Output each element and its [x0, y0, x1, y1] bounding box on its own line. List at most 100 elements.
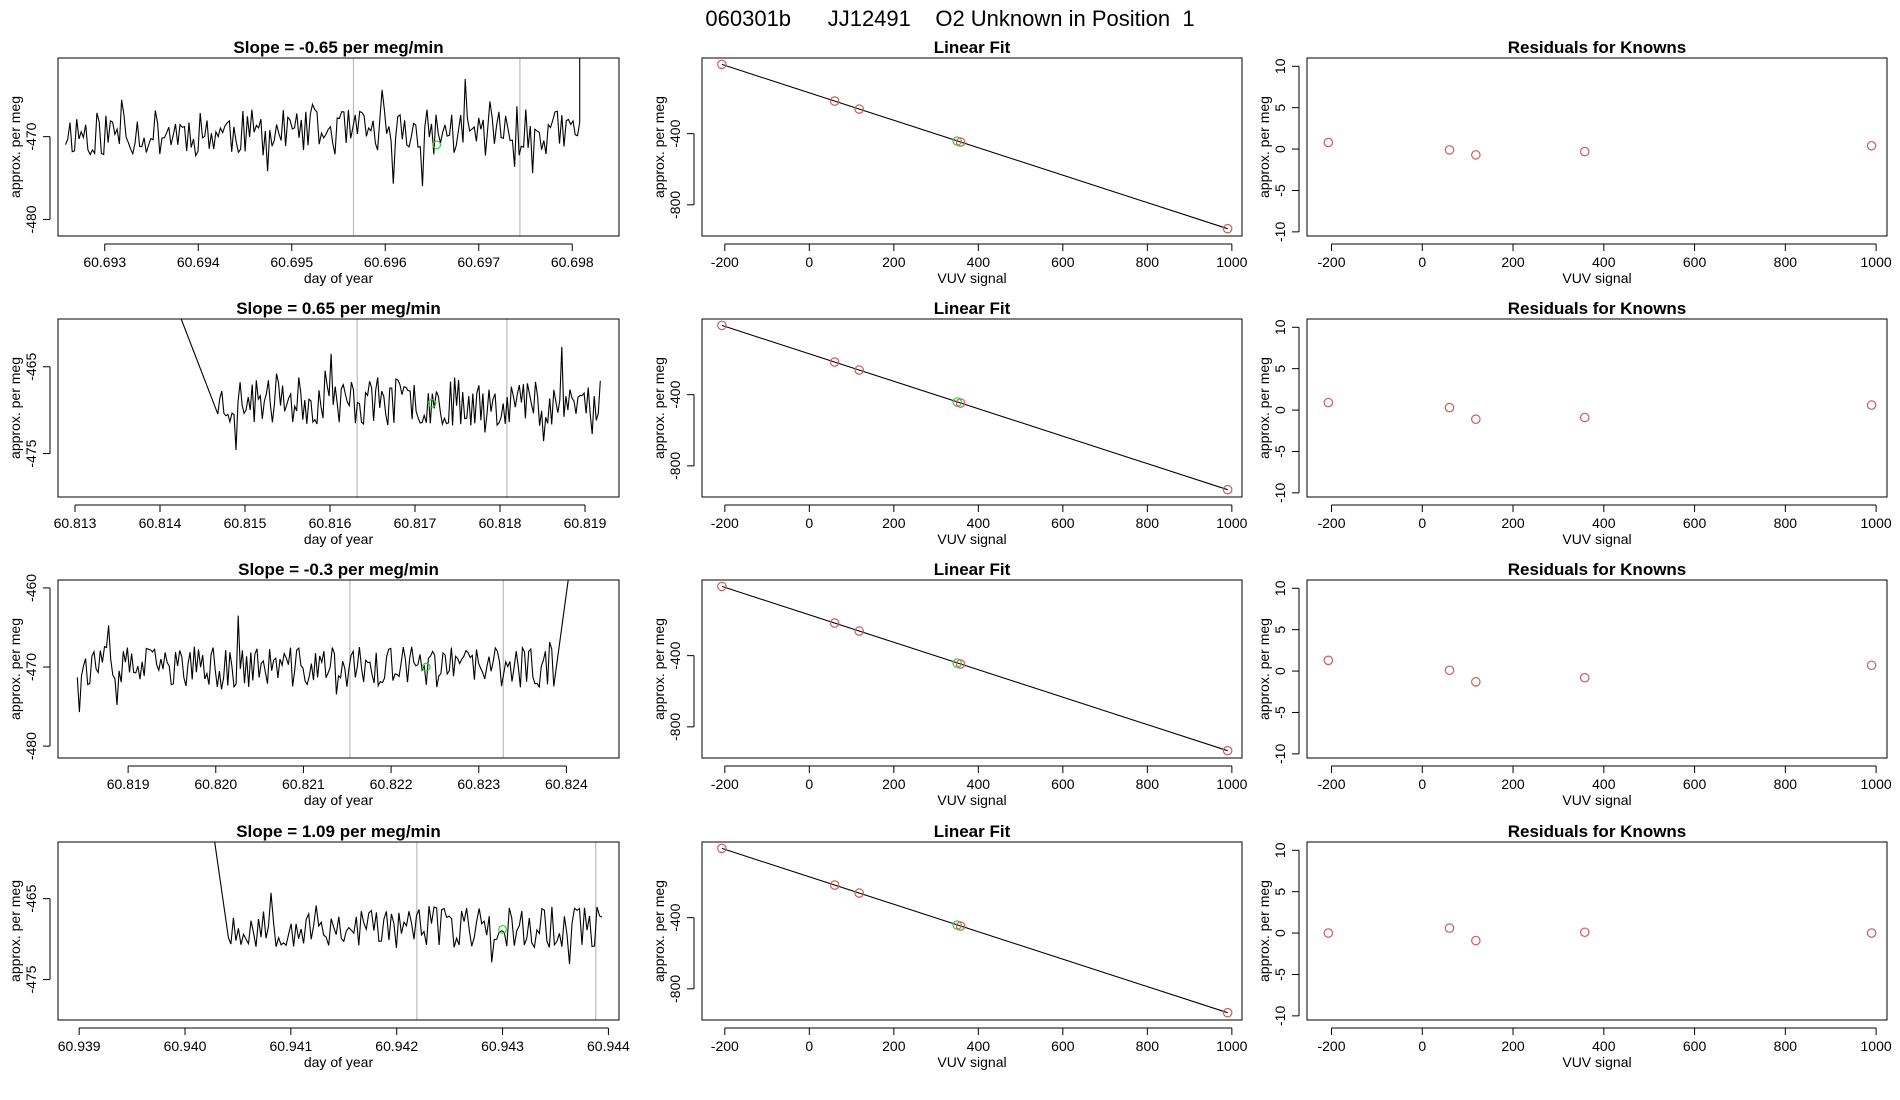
- known-point: [829, 357, 840, 367]
- y-tick-label: 5: [1272, 888, 1288, 896]
- known-point: [1579, 146, 1590, 157]
- known-point: [1866, 660, 1877, 671]
- x-tick-label: -200: [711, 254, 739, 270]
- y-tick-label: -470: [23, 122, 39, 150]
- panel-4-3: Residuals for Knowns-200 0 200 400 600 800 100…: [1256, 822, 1892, 1070]
- fit-line: [721, 585, 1228, 752]
- y-tick-label: 0: [1272, 145, 1288, 153]
- x-tick-label: 60.818: [479, 515, 522, 531]
- data-layer: [1323, 137, 1877, 160]
- known-point: [955, 137, 966, 147]
- y-axis-label: approx. per meg: [7, 618, 23, 720]
- x-tick-label: 60.942: [375, 1038, 418, 1054]
- known-point: [717, 581, 727, 592]
- x-tick-label: 0: [1418, 515, 1426, 531]
- known-point: [1222, 1007, 1233, 1018]
- known-point: [1222, 745, 1233, 756]
- x-tick-label: 60.695: [270, 254, 313, 270]
- y-tick-label: 10: [1272, 842, 1288, 858]
- known-point: [1444, 923, 1455, 933]
- x-tick-label: 400: [967, 515, 991, 531]
- x-tick-label: 60.943: [481, 1038, 524, 1054]
- x-axis-label: VUV signal: [937, 792, 1006, 808]
- known-point: [1471, 414, 1481, 424]
- data-layer: [180, 319, 601, 451]
- known-point: [717, 59, 727, 70]
- known-point: [1323, 928, 1334, 938]
- panel-1-3: Residuals for Knowns-200 0 200 400 600 800 100…: [1256, 38, 1892, 286]
- series-trace: [76, 580, 569, 713]
- panel-title: Residuals for Knowns: [1508, 822, 1687, 841]
- y-axis-label: approx. per meg: [7, 357, 23, 459]
- known-point: [1323, 655, 1334, 666]
- x-tick-label: 600: [1051, 776, 1075, 792]
- known-point: [1471, 677, 1481, 687]
- known-point: [854, 626, 864, 636]
- x-axis-label: VUV signal: [1562, 531, 1631, 547]
- x-tick-label: 60.939: [58, 1038, 101, 1054]
- x-tick-label: 60.698: [551, 254, 594, 270]
- y-tick-label: -800: [667, 975, 683, 1003]
- y-tick-label: -475: [23, 965, 39, 993]
- panel-1-2: Linear Fit -200 0 200 400 600 800 1000 VUV signa…: [651, 38, 1248, 286]
- y-tick-label: 10: [1272, 580, 1288, 596]
- x-tick-label: 800: [1136, 776, 1160, 792]
- known-point: [1866, 400, 1877, 410]
- x-tick-label: 800: [1136, 254, 1160, 270]
- y-tick-label: 0: [1272, 667, 1288, 675]
- known-point: [1866, 928, 1877, 938]
- known-point: [1471, 150, 1481, 160]
- panel-3-3: Residuals for Knowns-200 0 200 400 600 800 100…: [1256, 560, 1892, 808]
- y-axis-label: approx. per meg: [651, 357, 667, 459]
- known-point: [955, 659, 966, 669]
- x-tick-label: 200: [882, 1038, 906, 1054]
- x-tick-label: 60.817: [394, 515, 437, 531]
- x-tick-label: 600: [1683, 515, 1707, 531]
- x-tick-label: 60.697: [457, 254, 500, 270]
- y-tick-label: 0: [1272, 406, 1288, 414]
- y-axis-label: approx. per meg: [1256, 618, 1272, 720]
- x-tick-label: 0: [805, 515, 813, 531]
- x-tick-label: 200: [882, 515, 906, 531]
- known-point: [1866, 140, 1877, 151]
- data-layer: [1323, 655, 1877, 687]
- y-axis-label: approx. per meg: [7, 96, 23, 198]
- y-tick-label: 5: [1272, 365, 1288, 373]
- unknown-marker: [421, 662, 431, 672]
- known-point: [829, 880, 840, 890]
- series-trace: [64, 58, 581, 187]
- x-tick-label: 60.816: [309, 515, 352, 531]
- known-point: [829, 618, 840, 628]
- data-layer: [76, 580, 569, 713]
- known-point: [1444, 145, 1455, 155]
- x-tick-label: 800: [1774, 254, 1798, 270]
- x-tick-label: 60.822: [370, 776, 413, 792]
- x-axis-label: VUV signal: [937, 270, 1006, 286]
- y-tick-label: -5: [1272, 184, 1288, 197]
- x-tick-label: 60.941: [269, 1038, 312, 1054]
- x-tick-label: 400: [967, 1038, 991, 1054]
- x-tick-label: 60.815: [224, 515, 267, 531]
- x-tick-label: 1000: [1216, 1038, 1247, 1054]
- y-axis-label: approx. per meg: [1256, 357, 1272, 459]
- x-axis-label: day of year: [304, 792, 374, 808]
- x-tick-label: 0: [1418, 254, 1426, 270]
- x-tick-label: 200: [1501, 776, 1525, 792]
- x-tick-label: 800: [1136, 1038, 1160, 1054]
- panel-title: Slope = -0.65 per meg/min: [233, 38, 443, 57]
- y-tick-label: -10: [1272, 483, 1288, 503]
- data-layer: [717, 59, 1233, 234]
- x-axis-label: VUV signal: [1562, 792, 1631, 808]
- panel-title: Linear Fit: [934, 560, 1011, 579]
- plot-frame: [1306, 579, 1888, 759]
- x-tick-label: 0: [805, 1038, 813, 1054]
- y-tick-label: -800: [667, 713, 683, 741]
- data-layer: [717, 581, 1233, 756]
- y-tick-label: -400: [667, 903, 683, 931]
- panel-1-1: Slope = -0.65 per meg/min 60.693 60.694 60.…: [7, 38, 620, 286]
- x-axis-label: VUV signal: [1562, 270, 1631, 286]
- x-tick-label: 60.820: [194, 776, 237, 792]
- panel-title: Linear Fit: [934, 822, 1011, 841]
- page-title: 060301b JJ12491 O2 Unknown in Position 1: [705, 6, 1194, 31]
- known-point: [1579, 412, 1590, 423]
